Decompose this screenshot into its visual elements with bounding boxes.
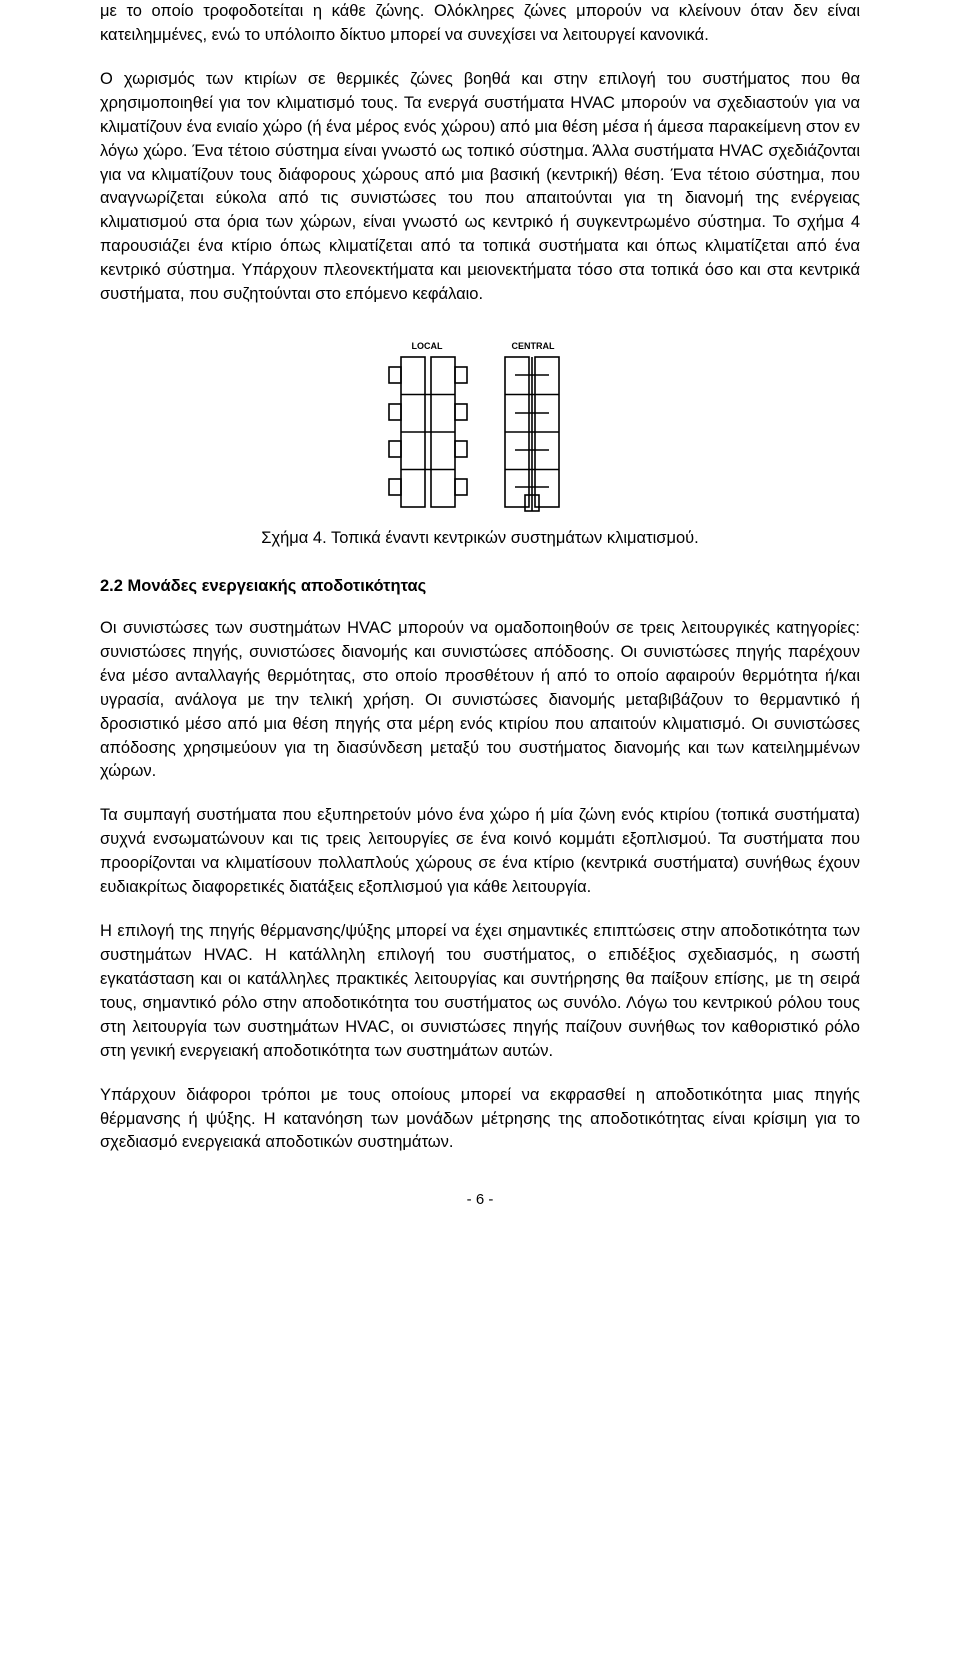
paragraph-3: Οι συνιστώσες των συστημάτων HVAC μπορού… bbox=[100, 617, 860, 784]
page-container: με το οποίο τροφοδοτείται η κάθε ζώνης. … bbox=[0, 0, 960, 1251]
section-2-2-heading: 2.2 Μονάδες ενεργειακής αποδοτικότητας bbox=[100, 575, 860, 599]
figure-4: LOCAL CENTRAL bbox=[100, 337, 860, 517]
figure-label-central: CENTRAL bbox=[512, 341, 555, 351]
paragraph-6: Υπάρχουν διάφοροι τρόποι με τους οποίους… bbox=[100, 1084, 860, 1156]
paragraph-2: Ο χωρισμός των κτιρίων σε θερμικές ζώνες… bbox=[100, 68, 860, 307]
figure-4-caption: Σχήμα 4. Τοπικά έναντι κεντρικών συστημά… bbox=[100, 527, 860, 551]
figure-4-svg: LOCAL CENTRAL bbox=[365, 337, 595, 517]
local-building bbox=[389, 357, 467, 507]
figure-label-local: LOCAL bbox=[412, 341, 443, 351]
paragraph-4: Τα συμπαγή συστήματα που εξυπηρετούν μόν… bbox=[100, 804, 860, 900]
paragraph-1: με το οποίο τροφοδοτείται η κάθε ζώνης. … bbox=[100, 0, 860, 48]
central-building bbox=[505, 357, 559, 511]
paragraph-5: Η επιλογή της πηγής θέρμανσης/ψύξης μπορ… bbox=[100, 920, 860, 1064]
page-number: - 6 - bbox=[100, 1189, 860, 1211]
